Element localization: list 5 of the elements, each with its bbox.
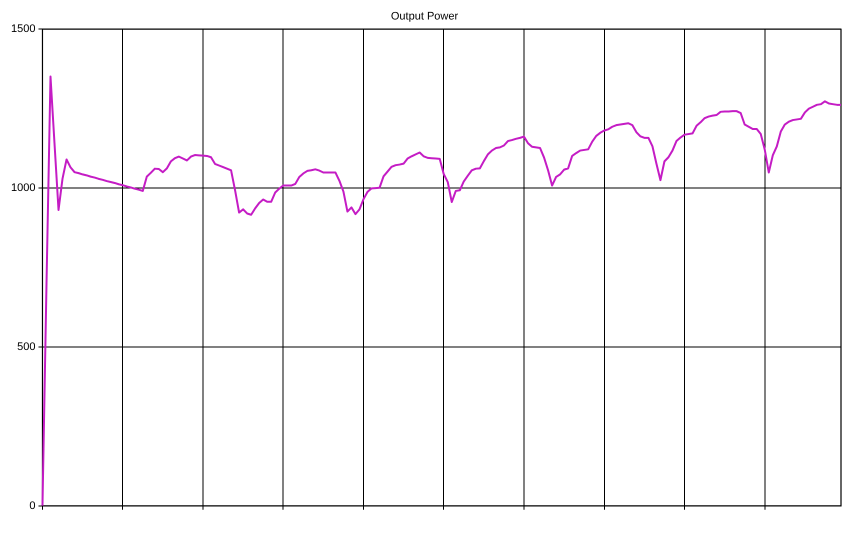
y-tick-label: 1500 bbox=[10, 23, 36, 36]
y-tick-label: 1000 bbox=[10, 182, 36, 194]
y-tick-label: 500 bbox=[17, 340, 36, 353]
chart-title: Output Power bbox=[390, 10, 458, 23]
y-tick-label: 0 bbox=[29, 500, 36, 512]
